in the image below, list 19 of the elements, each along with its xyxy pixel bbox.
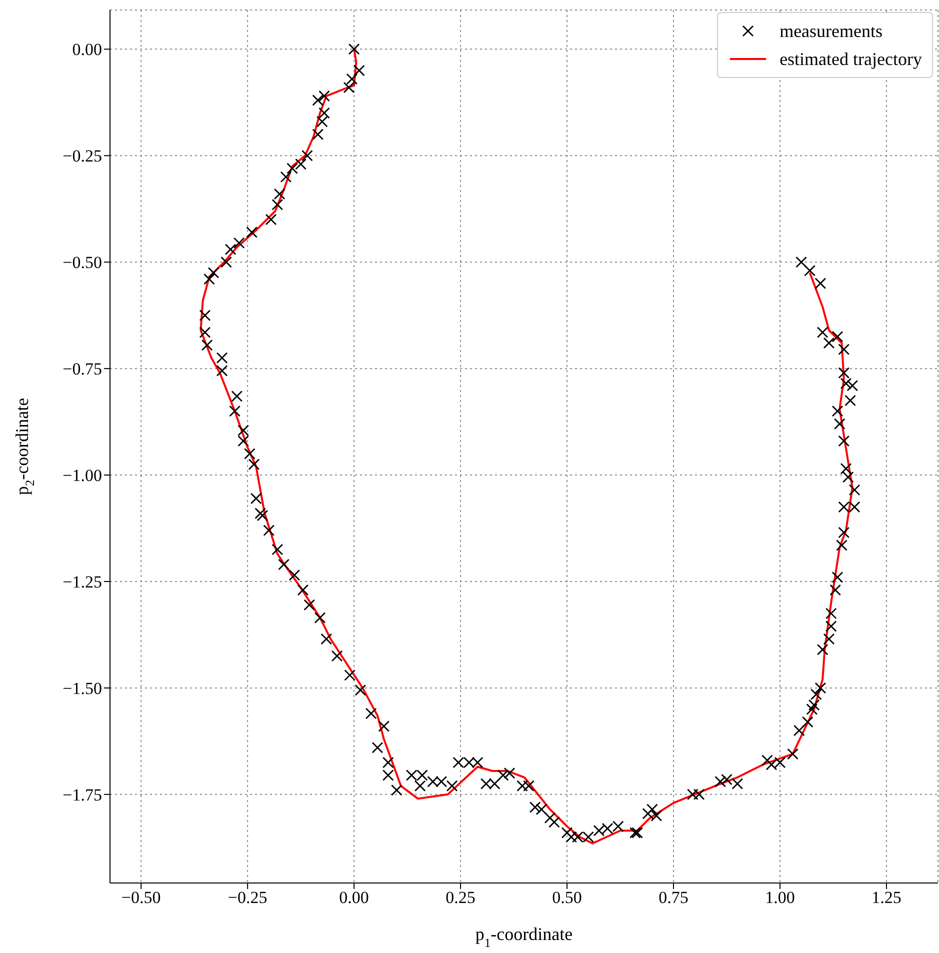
y-tick-label: −0.25 [62, 146, 102, 166]
legend-label: estimated trajectory [780, 48, 922, 71]
y-tick-label: 0.00 [72, 40, 102, 60]
x-tick-label: 1.00 [765, 888, 795, 908]
x-tick-label: 0.00 [339, 888, 369, 908]
x-tick-label: 0.50 [552, 888, 582, 908]
x-tick-label: 1.25 [872, 888, 902, 908]
x-tick-label: 0.75 [658, 888, 688, 908]
x-tick-label: −0.50 [121, 888, 161, 908]
legend-label: measurements [780, 20, 883, 43]
y-tick-label: −1.75 [62, 785, 102, 804]
y-tick-label: −1.00 [62, 466, 102, 486]
y-tick-label: −1.50 [62, 678, 102, 698]
x-tick-label: 0.25 [446, 888, 476, 908]
x-tick-label: −0.25 [228, 888, 268, 908]
x-axis-title: p$_{1}$-coordinate [475, 924, 573, 950]
y-tick-label: −0.75 [62, 360, 102, 379]
y-tick-label: −0.50 [62, 253, 102, 272]
y-tick-label: −1.25 [62, 572, 102, 592]
